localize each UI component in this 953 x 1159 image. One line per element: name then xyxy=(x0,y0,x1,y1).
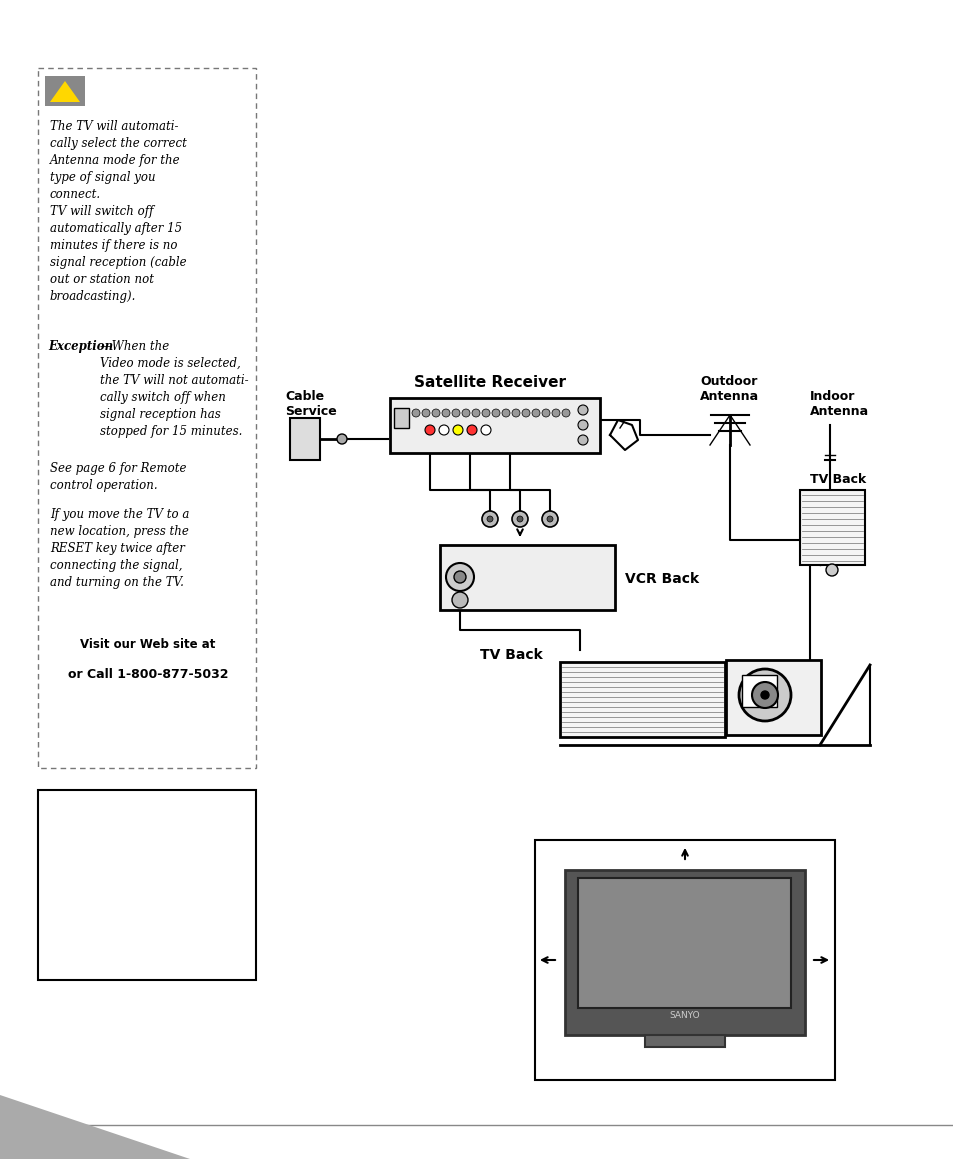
Bar xyxy=(800,490,864,564)
Circle shape xyxy=(472,409,479,417)
Circle shape xyxy=(517,516,522,522)
Text: See page 6 for Remote
control operation.: See page 6 for Remote control operation. xyxy=(50,462,186,493)
Bar xyxy=(741,675,776,707)
Bar xyxy=(45,76,85,105)
Bar xyxy=(644,1035,724,1047)
Circle shape xyxy=(492,409,499,417)
Text: or Call 1-800-877-5032: or Call 1-800-877-5032 xyxy=(68,668,228,681)
Text: Cable
Service: Cable Service xyxy=(285,389,336,418)
Bar xyxy=(559,662,724,737)
Circle shape xyxy=(480,425,491,435)
Circle shape xyxy=(578,420,587,430)
Text: The TV will automati-
cally select the correct
Antenna mode for the
type of sign: The TV will automati- cally select the c… xyxy=(50,121,187,201)
Circle shape xyxy=(446,563,474,591)
Bar xyxy=(439,545,615,610)
Circle shape xyxy=(453,425,462,435)
Circle shape xyxy=(512,409,519,417)
Circle shape xyxy=(541,409,550,417)
Circle shape xyxy=(760,691,768,699)
Text: TV Back: TV Back xyxy=(479,648,542,662)
Circle shape xyxy=(521,409,530,417)
Bar xyxy=(394,408,409,428)
Text: Visit our Web site at: Visit our Web site at xyxy=(80,637,215,651)
Circle shape xyxy=(461,409,470,417)
Bar xyxy=(290,418,319,460)
Circle shape xyxy=(501,409,510,417)
Circle shape xyxy=(421,409,430,417)
Circle shape xyxy=(452,592,468,608)
Text: Satellite Receiver: Satellite Receiver xyxy=(414,376,565,389)
Text: SANYO: SANYO xyxy=(669,1011,700,1020)
Text: TV will switch off
automatically after 15
minutes if there is no
signal receptio: TV will switch off automatically after 1… xyxy=(50,205,187,302)
Circle shape xyxy=(578,435,587,445)
Bar xyxy=(725,659,821,735)
Text: Outdoor
Antenna: Outdoor Antenna xyxy=(700,376,759,403)
Bar xyxy=(390,398,599,453)
Text: Indoor
Antenna: Indoor Antenna xyxy=(809,389,868,418)
Circle shape xyxy=(412,409,419,417)
Text: Exception: Exception xyxy=(48,340,113,353)
FancyBboxPatch shape xyxy=(38,68,255,768)
Circle shape xyxy=(486,516,493,522)
Circle shape xyxy=(438,425,449,435)
Circle shape xyxy=(454,571,465,583)
Circle shape xyxy=(552,409,559,417)
Bar xyxy=(564,870,804,1035)
Circle shape xyxy=(546,516,553,522)
Bar xyxy=(578,879,790,1008)
Circle shape xyxy=(751,681,778,708)
Circle shape xyxy=(825,564,837,576)
Circle shape xyxy=(424,425,435,435)
Circle shape xyxy=(481,511,497,527)
Circle shape xyxy=(578,404,587,415)
Circle shape xyxy=(512,511,527,527)
Text: TV Back: TV Back xyxy=(809,473,865,486)
Circle shape xyxy=(739,669,790,721)
Circle shape xyxy=(336,433,347,444)
Circle shape xyxy=(561,409,569,417)
Text: VCR Back: VCR Back xyxy=(624,573,699,586)
Circle shape xyxy=(452,409,459,417)
Circle shape xyxy=(541,511,558,527)
Polygon shape xyxy=(50,81,80,102)
Circle shape xyxy=(432,409,439,417)
Bar xyxy=(38,790,255,981)
Circle shape xyxy=(532,409,539,417)
Bar xyxy=(535,840,834,1080)
Circle shape xyxy=(481,409,490,417)
Text: If you move the TV to a
new location, press the
RESET key twice after
connecting: If you move the TV to a new location, pr… xyxy=(50,508,190,589)
Circle shape xyxy=(467,425,476,435)
Text: —When the
Video mode is selected,
the TV will not automati-
cally switch off whe: —When the Video mode is selected, the TV… xyxy=(100,340,249,438)
Polygon shape xyxy=(0,1095,190,1159)
Circle shape xyxy=(441,409,450,417)
